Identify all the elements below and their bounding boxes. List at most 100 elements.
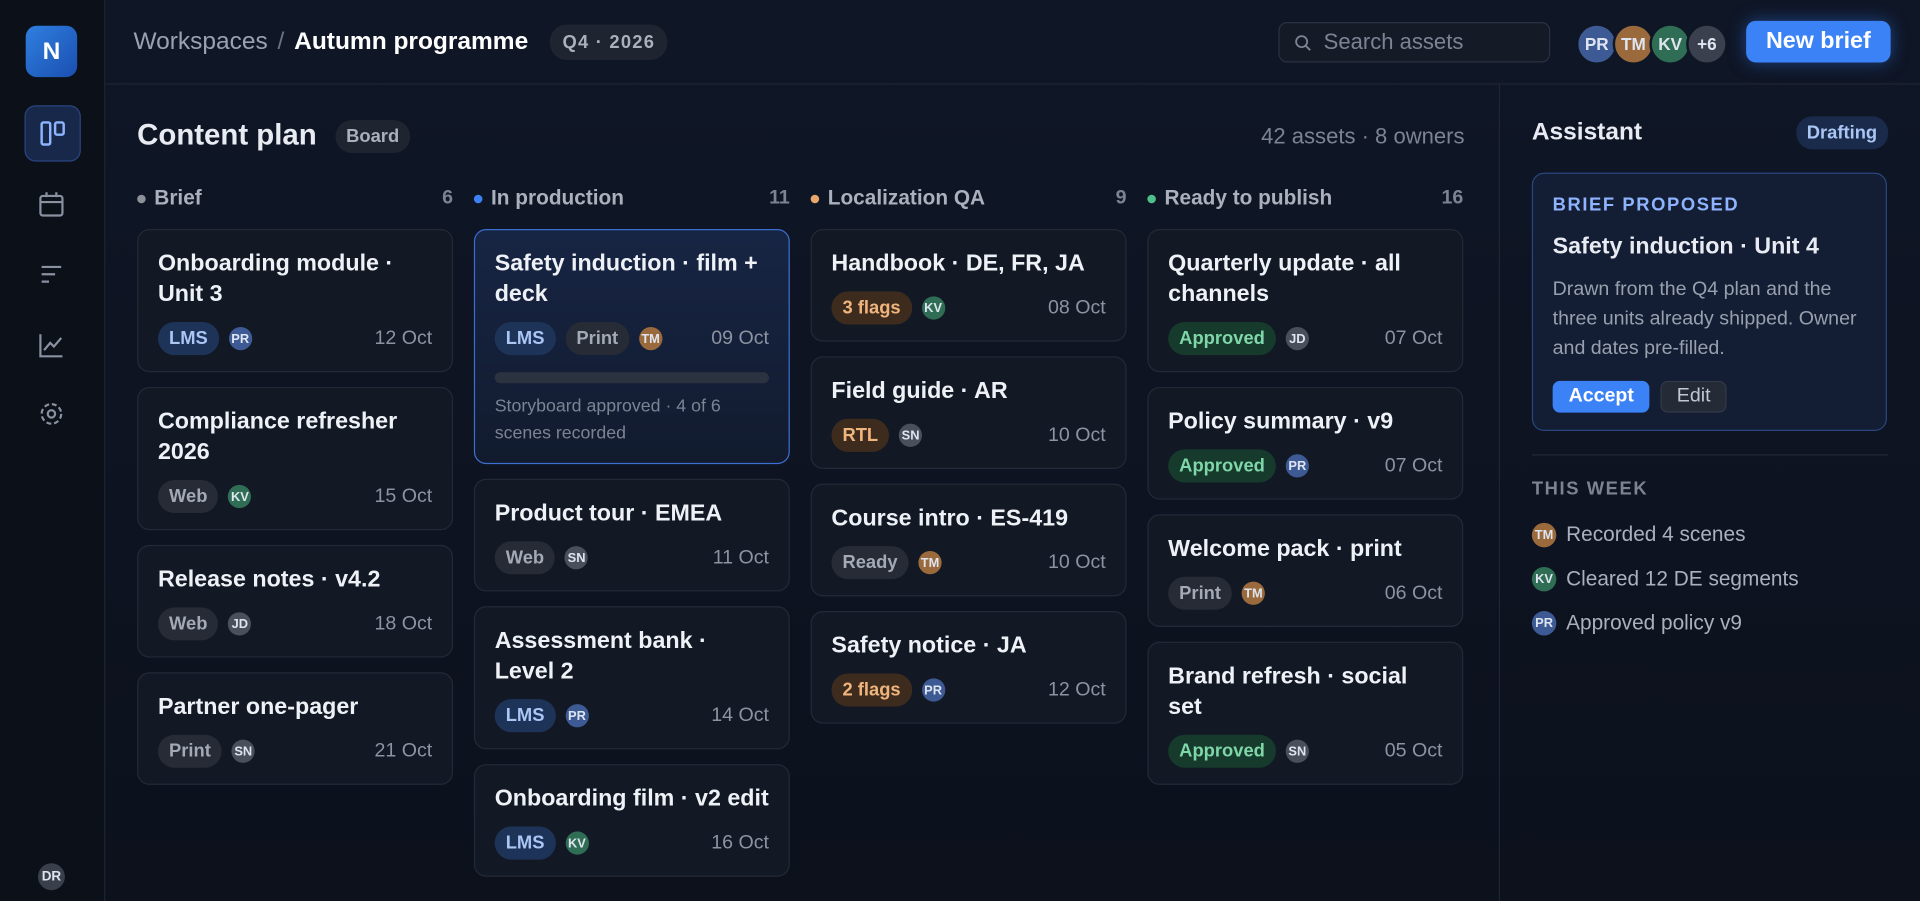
card-title: Handbook · DE, FR, JA: [831, 251, 1085, 277]
analytics-nav[interactable]: [24, 318, 78, 372]
card-title: Partner one-pager: [157, 694, 359, 721]
card-meta: Web SN 11 Oct: [494, 541, 769, 575]
card-meta: Web KV 15 Oct: [157, 480, 432, 514]
analytics-icon: [39, 334, 63, 358]
activity-item: PR Approved policy v9: [1531, 611, 1799, 636]
asset-card[interactable]: Quarterly update · all channels Approved J…: [1147, 228, 1464, 373]
avatar: KV: [228, 484, 252, 509]
avatar: SN: [898, 423, 923, 447]
search-box[interactable]: Search assets: [1278, 22, 1551, 63]
card-title: Assessment bank · Level 2: [494, 628, 707, 685]
avatar: TM: [1241, 581, 1266, 605]
card-title: Safety notice · JA: [831, 633, 1027, 659]
period-badge: Q4 · 2026: [550, 23, 668, 60]
card-title: Release notes · v4.2: [157, 566, 381, 593]
column-header: In production 11: [473, 185, 790, 212]
activity-text: Recorded 4 scenes: [1566, 522, 1746, 547]
asset-card[interactable]: Compliance refresher 2026 Web KV 15 Oct: [137, 386, 454, 531]
avatar[interactable]: PR: [1575, 23, 1618, 65]
due-date: 16 Oct: [711, 832, 769, 853]
due-date: 06 Oct: [1384, 582, 1443, 604]
board-header: Content plan Board: [137, 119, 411, 153]
view-badge[interactable]: Board: [335, 119, 411, 153]
asset-card[interactable]: Welcome pack · print Print TM 06 Oct: [1147, 514, 1464, 627]
asset-card[interactable]: Policy summary · v9 Approved PR 07 Oct: [1147, 386, 1464, 500]
tag: 3 flags: [831, 291, 912, 325]
asset-card[interactable]: Onboarding film · v2 edit LMS KV 16 Oct: [473, 764, 790, 877]
edit-button[interactable]: Edit: [1660, 380, 1727, 413]
new-brief-button[interactable]: New brief: [1746, 20, 1891, 63]
column-count: 6: [442, 187, 454, 209]
status-dot: [473, 194, 483, 203]
avatar: SN: [1285, 739, 1309, 763]
settings-nav[interactable]: [24, 387, 78, 441]
card-meta: LMS Print TM 09 Oct: [494, 322, 769, 356]
card-title: Quarterly update · all channels: [1168, 251, 1401, 308]
accept-button[interactable]: Accept: [1552, 380, 1650, 413]
board: Content plan Board 42 assets · 8 owners …: [105, 84, 1497, 901]
columns: Brief 6 Onboarding module · Unit 3 LMS PR 12 …: [137, 185, 1464, 877]
status-dot: [1147, 194, 1156, 203]
avatar: SN: [231, 739, 255, 763]
activity-list: TM Recorded 4 scenes KV Cleared 12 DE segme…: [1531, 522, 1799, 636]
card-meta: LMS PR 12 Oct: [157, 322, 432, 356]
activity-item: KV Cleared 12 DE segments: [1531, 566, 1799, 592]
board-nav[interactable]: [24, 105, 81, 162]
breadcrumb[interactable]: Workspaces: [133, 27, 268, 55]
avatar: TM: [638, 326, 663, 351]
card-title: Course intro · ES-419: [831, 505, 1069, 532]
asset-card[interactable]: Partner one-pager Print SN 21 Oct: [137, 672, 454, 785]
due-date: 07 Oct: [1384, 327, 1443, 349]
tag: Print: [157, 734, 222, 768]
breadcrumb-separator: /: [277, 27, 285, 55]
tag: Web: [157, 607, 219, 641]
column: Ready to publish 16 Quarterly update · all…: [1147, 185, 1464, 877]
column-name: In production: [491, 186, 624, 210]
due-date: 11 Oct: [712, 546, 769, 568]
asset-card[interactable]: Release notes · v4.2 Web JD 18 Oct: [137, 544, 454, 658]
column: Brief 6 Onboarding module · Unit 3 LMS PR 12 …: [137, 185, 454, 877]
due-date: 07 Oct: [1384, 454, 1443, 476]
tag: Print: [565, 322, 630, 356]
asset-card[interactable]: Field guide · AR RTL SN 10 Oct: [810, 356, 1127, 469]
user-avatar[interactable]: DR: [37, 863, 65, 891]
avatar: TM: [918, 551, 942, 575]
column-name: Brief: [154, 186, 202, 210]
avatar: PR: [228, 326, 252, 351]
progress-bar: [494, 372, 769, 384]
assistant-status: Drafting: [1795, 116, 1889, 150]
column-count: 16: [1441, 187, 1464, 209]
breadcrumb-current: Autumn programme: [294, 27, 529, 55]
calendar-nav[interactable]: [24, 178, 78, 232]
avatar[interactable]: KV: [1649, 23, 1692, 65]
asset-card[interactable]: Brand refresh · social set Approved SN 05 O…: [1147, 641, 1464, 785]
tag: RTL: [831, 418, 890, 452]
asset-card[interactable]: Handbook · DE, FR, JA 3 flags KV 08 Oct: [810, 228, 1127, 342]
logo[interactable]: N: [25, 25, 78, 78]
asset-card[interactable]: Product tour · EMEA Web SN 11 Oct: [473, 478, 790, 592]
card-meta: LMS PR 14 Oct: [494, 699, 769, 733]
card-title: Policy summary · v9: [1168, 408, 1394, 435]
card-title: Welcome pack · print: [1168, 536, 1402, 563]
asset-card[interactable]: Assessment bank · Level 2 LMS PR 14 Oct: [473, 606, 790, 750]
assistant-panel: Assistant Drafting BRIEF PROPOSED Safety…: [1498, 84, 1920, 901]
avatar[interactable]: TM: [1612, 23, 1655, 65]
topbar: Workspaces / Autumn programme Q4 · 2026 …: [105, 0, 1920, 85]
card-meta: LMS KV 16 Oct: [494, 826, 769, 860]
due-date: 14 Oct: [711, 704, 769, 726]
asset-card[interactable]: Safety notice · JA 2 flags PR 12 Oct: [810, 611, 1127, 724]
list-nav[interactable]: [24, 247, 78, 301]
tag: LMS: [494, 826, 556, 860]
asset-card[interactable]: Onboarding module · Unit 3 LMS PR 12 Oct: [137, 228, 454, 373]
avatar-overflow[interactable]: +6: [1686, 23, 1728, 65]
card-meta: Ready TM 10 Oct: [831, 546, 1106, 580]
avatar: PR: [921, 678, 945, 702]
card-title: Onboarding module · Unit 3: [157, 251, 394, 308]
due-date: 21 Oct: [374, 740, 433, 762]
activity-text: Cleared 12 DE segments: [1566, 566, 1799, 591]
status-dot: [810, 194, 820, 203]
asset-card[interactable]: Safety induction · film + deck LMS Print TM…: [473, 228, 790, 465]
asset-card[interactable]: Course intro · ES-419 Ready TM 10 Oct: [810, 483, 1127, 597]
card-meta: Approved SN 05 Oct: [1168, 734, 1442, 768]
